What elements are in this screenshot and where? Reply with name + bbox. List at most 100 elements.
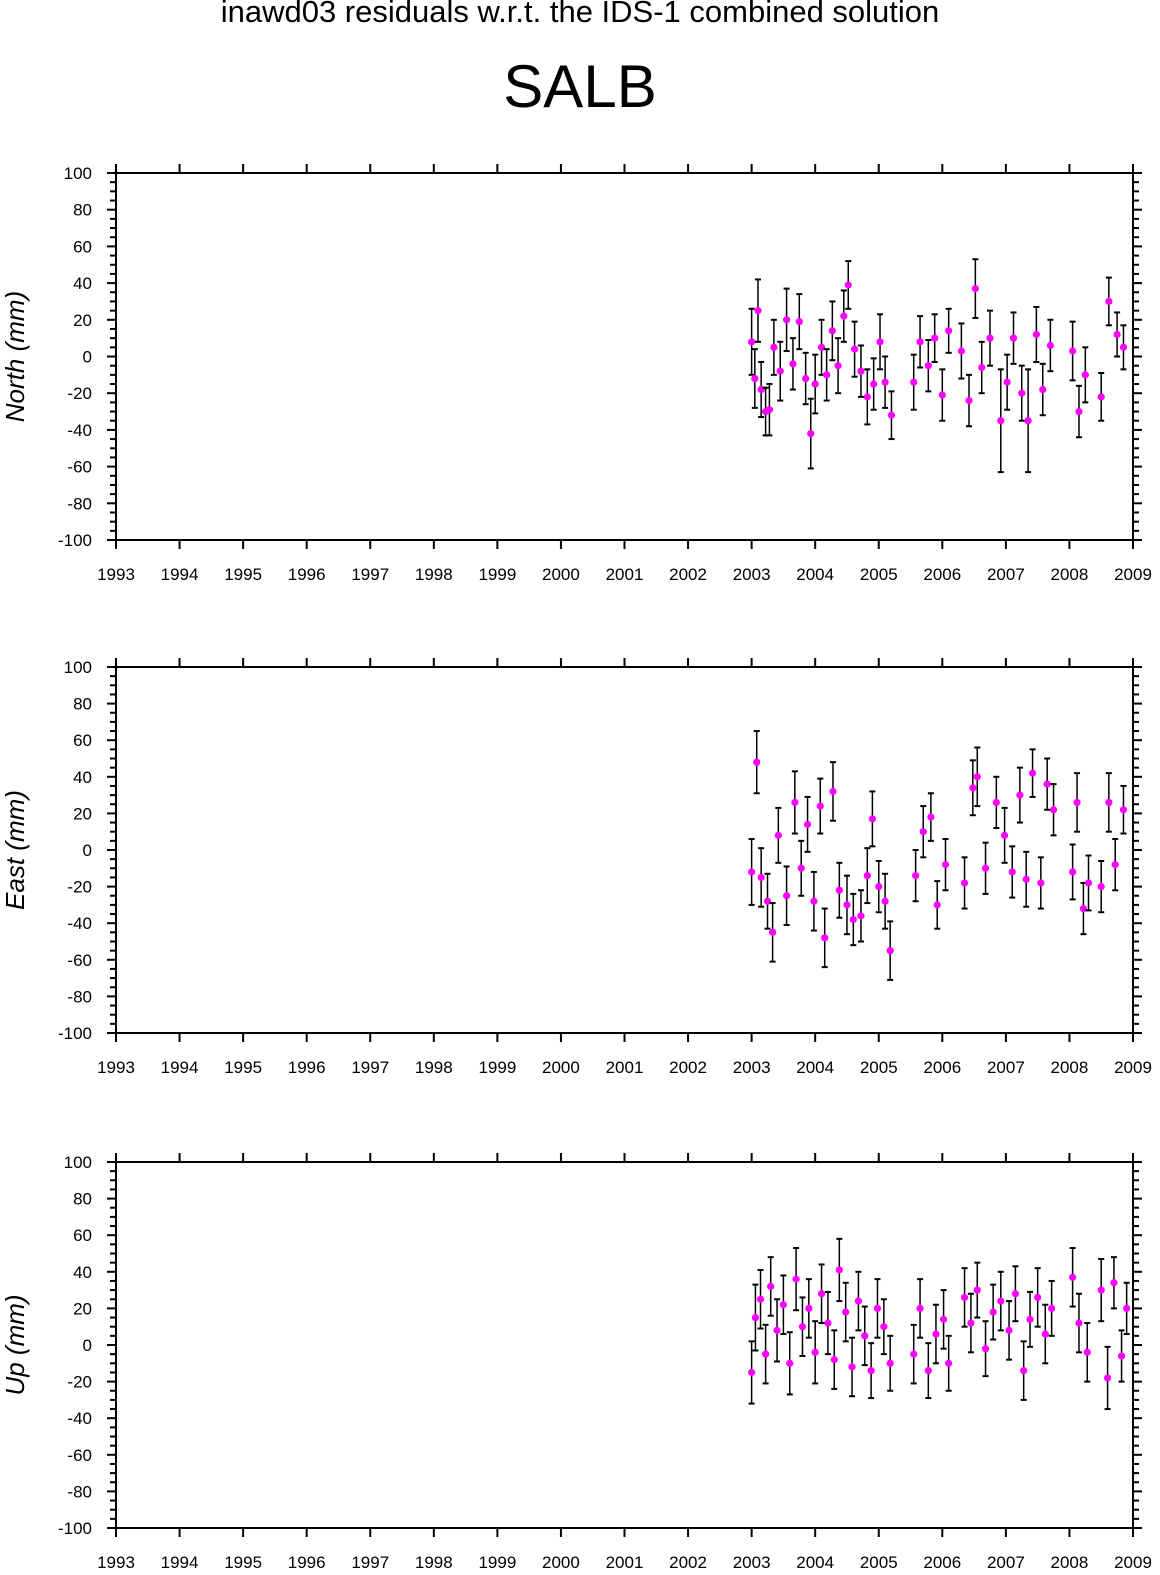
x-tick-label: 2008 (1051, 1553, 1089, 1572)
y-tick-label: 20 (73, 1299, 92, 1318)
data-point (1103, 1374, 1112, 1382)
data-point (797, 864, 805, 872)
data-point (848, 1363, 856, 1371)
data-point (873, 1304, 882, 1312)
data-point (753, 758, 761, 766)
x-tick-label: 2006 (923, 565, 961, 584)
data-point (1073, 798, 1081, 807)
x-tick-label: 2007 (987, 1058, 1025, 1077)
data-point (992, 798, 1000, 807)
data-point (967, 1319, 975, 1327)
data-point (829, 787, 837, 796)
x-tick-label: 1993 (97, 1058, 135, 1077)
data-point (945, 1359, 953, 1367)
x-tick-label: 2001 (606, 1553, 644, 1572)
data-point (973, 1286, 981, 1294)
data-point (969, 784, 977, 792)
x-tick-label: 2004 (796, 1058, 834, 1077)
data-point (1032, 330, 1040, 339)
data-point (843, 901, 851, 909)
data-point (1097, 393, 1105, 401)
data-point (1016, 791, 1024, 799)
x-tick-label: 2008 (1051, 1058, 1089, 1077)
data-point (1039, 385, 1047, 394)
x-tick-label: 2003 (733, 565, 771, 584)
data-point (748, 868, 756, 876)
plot-frame (115, 172, 1134, 541)
data-point (767, 1282, 775, 1291)
y-tick-label: 100 (64, 658, 92, 677)
x-tick-label: 1996 (288, 1553, 326, 1572)
data-point (1069, 868, 1077, 876)
data-point (1075, 1319, 1083, 1327)
data-point (981, 1345, 990, 1353)
data-point (924, 362, 932, 370)
x-tick-label: 2004 (796, 1553, 834, 1572)
data-point (981, 864, 990, 872)
data-point (850, 345, 859, 353)
data-point (945, 327, 953, 335)
x-tick-label: 2009 (1114, 1553, 1152, 1572)
y-tick-label: 0 (83, 348, 92, 367)
data-point (881, 897, 889, 905)
data-point (1119, 806, 1128, 814)
data-point (916, 1304, 924, 1312)
y-tick-label: 60 (73, 1226, 92, 1245)
x-tick-label: 2002 (669, 1058, 707, 1077)
data-point (835, 1266, 843, 1274)
data-point (854, 1297, 863, 1305)
data-point (792, 1275, 800, 1283)
data-point (821, 934, 829, 942)
data-point (754, 307, 762, 315)
data-point (830, 1356, 838, 1364)
plot-frame (115, 1161, 1134, 1529)
station-name: SALB (503, 53, 657, 120)
x-tick-label: 1995 (224, 565, 262, 584)
data-point (960, 879, 969, 887)
x-tick-label: 2006 (923, 1058, 961, 1077)
data-point (881, 378, 889, 386)
x-tick-label: 1995 (224, 1553, 262, 1572)
y-tick-label: -40 (67, 914, 92, 933)
y-tick-label: 80 (73, 1190, 92, 1209)
data-point (876, 338, 884, 346)
data-point (842, 1308, 850, 1316)
y-tick-label: 80 (73, 695, 92, 714)
data-point (789, 360, 797, 368)
x-tick-label: 2003 (733, 1058, 771, 1077)
data-point (824, 1319, 832, 1327)
data-point (1041, 1330, 1049, 1338)
data-point (1105, 798, 1113, 807)
data-point (791, 798, 799, 807)
data-point (770, 343, 778, 351)
data-point (863, 393, 871, 401)
x-tick-label: 2004 (796, 565, 834, 584)
data-point (803, 820, 812, 828)
y-tick-label: -100 (58, 531, 92, 550)
data-point (763, 897, 772, 905)
y-tick-label: -20 (67, 384, 92, 403)
y-tick-label: -80 (67, 494, 92, 513)
x-tick-label: 2005 (860, 565, 898, 584)
panel-east: 1993 1994 1995 1996 1997 1998 1999 2000 2001 2002… (0, 658, 1152, 1077)
data-point (807, 429, 815, 438)
data-point (1009, 334, 1018, 342)
x-tick-label: 2002 (669, 565, 707, 584)
y-axis-label: East (mm) (0, 790, 30, 910)
y-tick-label: -60 (67, 1446, 92, 1465)
data-point (986, 334, 994, 342)
y-tick-label: -20 (67, 878, 92, 897)
data-point (1005, 1326, 1013, 1334)
data-point (978, 363, 986, 372)
plot-frame (115, 666, 1134, 1034)
data-point (844, 281, 852, 289)
y-tick-label: -100 (58, 1519, 92, 1538)
data-point (779, 1301, 788, 1309)
data-point (776, 367, 784, 375)
data-point (782, 892, 791, 900)
data-point (1069, 347, 1077, 355)
x-tick-label: 2000 (542, 1553, 580, 1572)
data-point (817, 1290, 826, 1298)
y-axis-label: North (mm) (0, 291, 30, 422)
x-tick-label: 2001 (606, 1058, 644, 1077)
